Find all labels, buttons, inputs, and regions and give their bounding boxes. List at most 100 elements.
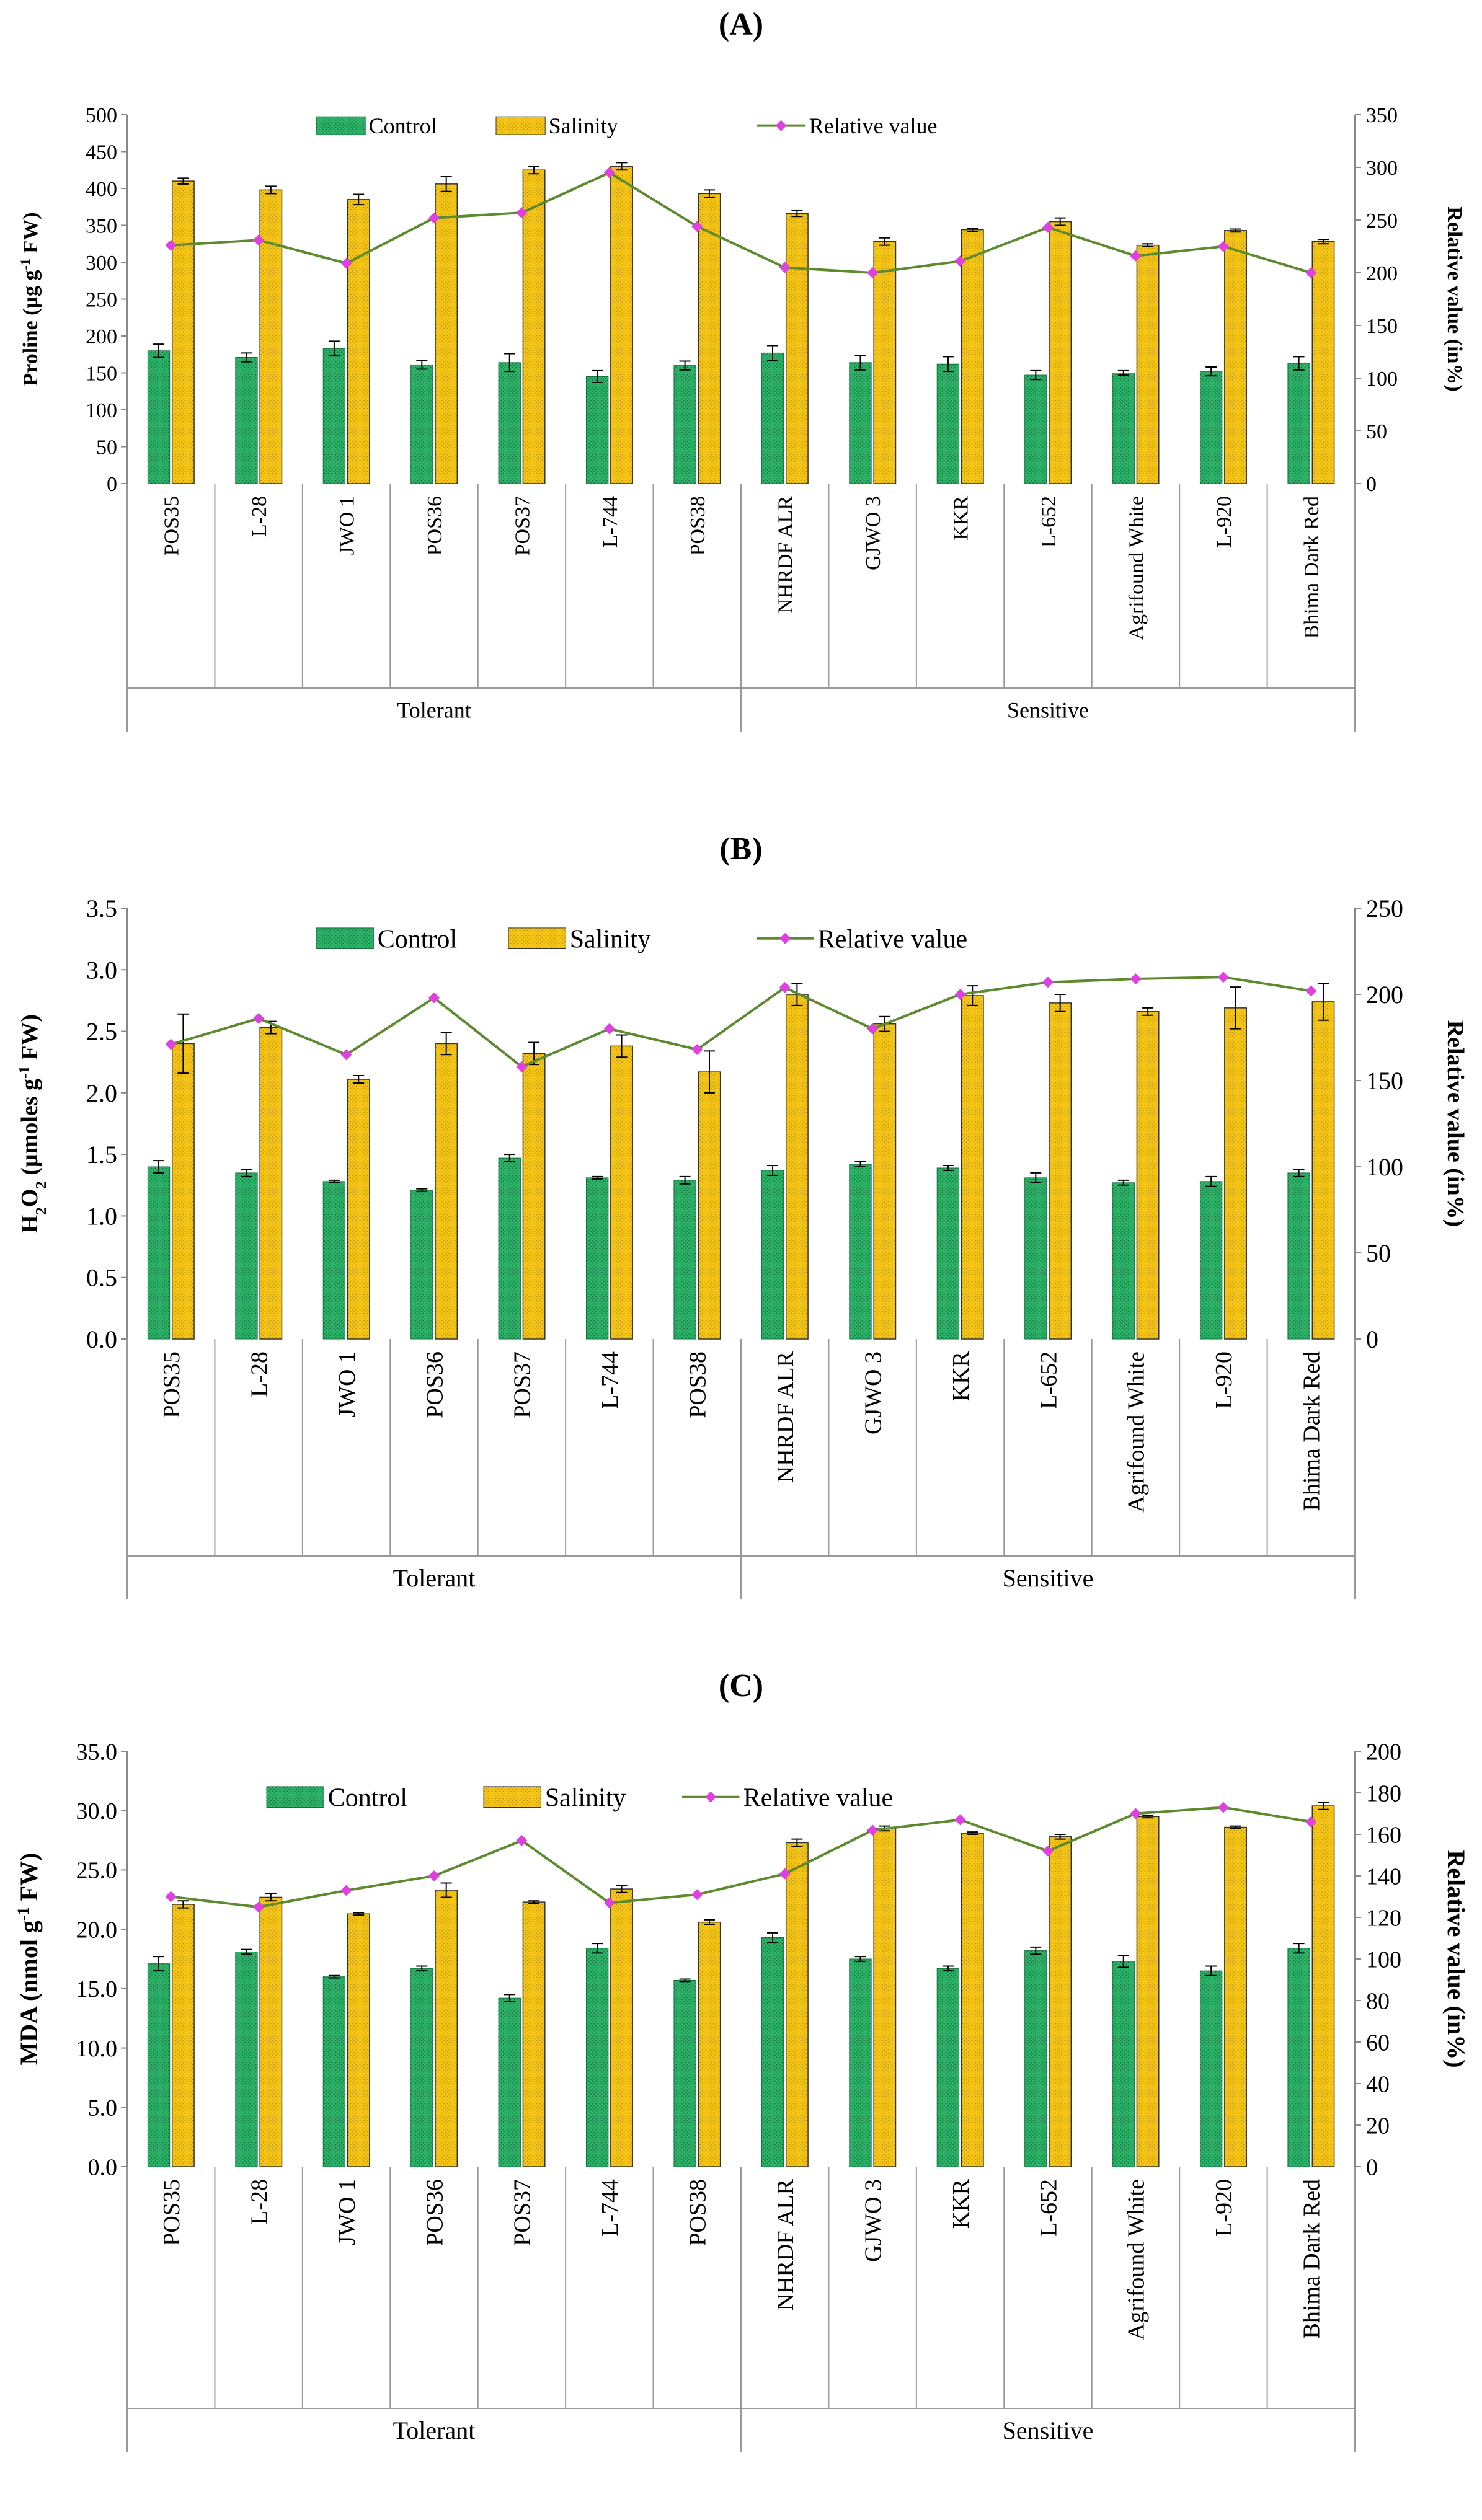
bar-control: [1287, 1948, 1310, 2167]
bar-control: [936, 1167, 960, 1340]
y2-tick-label: 300: [1366, 157, 1398, 180]
y-tick-label: 0.0: [86, 1325, 117, 1353]
relative-value-point: [1042, 221, 1054, 233]
y2-tick-label: 40: [1366, 2071, 1390, 2097]
relative-value-point: [779, 1868, 791, 1880]
bar-control: [936, 1968, 960, 2167]
bar-salinity: [347, 1913, 370, 2167]
group-label: Sensitive: [1007, 698, 1089, 723]
bar-salinity: [1311, 1001, 1335, 1340]
bar-control: [1112, 373, 1135, 484]
bar-control: [1024, 374, 1047, 484]
y-tick-label: 15.0: [76, 1976, 118, 2002]
bar-salinity: [522, 1901, 546, 2167]
category-label: L-28: [246, 2179, 272, 2225]
y-tick-label: 3.0: [86, 956, 117, 984]
y2-tick-label: 120: [1366, 1905, 1401, 1931]
category-label: POS36: [422, 2179, 448, 2246]
relative-value-point: [867, 1824, 879, 1836]
bar-salinity: [347, 1079, 370, 1340]
bar-salinity: [698, 193, 721, 484]
category-label: L-28: [248, 496, 271, 537]
relative-value-point: [428, 992, 440, 1004]
y-tick-label: 250: [86, 288, 117, 311]
relative-value-point: [1217, 1802, 1229, 1813]
bar-control: [498, 1157, 521, 1340]
relative-value-point: [340, 1049, 352, 1061]
bar-control: [147, 1166, 171, 1340]
y-tick-label: 2.0: [86, 1079, 117, 1107]
y-tick-label: 10.0: [76, 2036, 118, 2062]
y2-tick-label: 80: [1366, 1988, 1390, 2014]
y2-tick-label: 160: [1366, 1822, 1401, 1848]
category-label: POS36: [424, 496, 446, 555]
relative-value-point: [1305, 1816, 1317, 1828]
y-axis-title: H2O2 (µmoles g-1 FW): [16, 1014, 50, 1233]
bar-salinity: [1224, 1826, 1247, 2167]
category-label: L-652: [1036, 2179, 1062, 2237]
category-label: JWO 1: [335, 496, 358, 555]
bar-salinity: [610, 1888, 633, 2167]
y-tick-label: 30.0: [76, 1798, 118, 1824]
category-label: POS35: [159, 2179, 185, 2246]
category-label: POS38: [685, 2179, 711, 2246]
category-label: GJWO 3: [860, 2179, 886, 2262]
bar-salinity: [435, 1890, 458, 2167]
category-label: Bhima Dark Red: [1300, 496, 1323, 639]
category-label: POS36: [422, 1351, 448, 1418]
bar-salinity: [522, 169, 546, 484]
y2-tick-label: 50: [1366, 1239, 1391, 1267]
bar-salinity: [610, 1045, 633, 1340]
bar-salinity: [435, 1043, 458, 1340]
bar-salinity: [698, 1921, 721, 2167]
panel-c: (C) 0.0 5.0 10.0 15.0 20.0 25.0 30.0 35.0 0 20 40 6…: [0, 1668, 1482, 2520]
y-tick-label: 100: [86, 399, 117, 422]
group-label: Sensitive: [1003, 1564, 1094, 1592]
y-tick-label: 35.0: [76, 1739, 118, 1765]
legend-marker-relative: [779, 932, 791, 944]
relative-value-point: [516, 207, 528, 219]
category-label: Agrifound White: [1125, 496, 1148, 640]
bar-salinity: [1049, 1002, 1072, 1340]
relative-value-point: [867, 1023, 879, 1035]
category-label: GJWO 3: [862, 496, 885, 570]
relative-value-point: [1217, 971, 1229, 983]
y-tick-label: 1.5: [86, 1141, 117, 1169]
y2-tick-label: 100: [1366, 1153, 1403, 1181]
y2-tick-label: 0: [1366, 1325, 1378, 1353]
y-tick-label: 300: [86, 252, 117, 275]
y2-tick-label: 60: [1366, 2030, 1390, 2056]
y2-axis-title: Relative value (in%): [1443, 206, 1466, 391]
category-label: POS37: [511, 496, 534, 555]
panel-c-label: (C): [718, 1668, 764, 1704]
y-tick-label: 5.0: [88, 2095, 118, 2121]
legend-label-salinity: Salinity: [570, 925, 651, 953]
y2-tick-label: 0: [1366, 2154, 1378, 2180]
category-label: L-652: [1036, 1351, 1062, 1409]
bar-control: [849, 1958, 872, 2167]
bar-control: [673, 365, 696, 484]
relative-value-point: [516, 1835, 528, 1847]
relative-value-point: [1042, 1845, 1054, 1857]
bar-control: [147, 1963, 171, 2167]
relative-value-point: [428, 1870, 440, 1881]
relative-value-point: [428, 212, 440, 224]
bar-control: [410, 364, 433, 484]
chart-proline: 0 50 100 150 200 250 300 350 400 450 500 0 50 100 150 2…: [17, 104, 1466, 732]
category-label: POS35: [159, 1351, 185, 1418]
bar-control: [235, 357, 258, 484]
bar-salinity: [873, 1023, 897, 1340]
bar-salinity: [698, 1071, 721, 1340]
bar-salinity: [1136, 244, 1160, 484]
category-label: Agrifound White: [1124, 1351, 1150, 1513]
relative-value-point: [1305, 267, 1317, 278]
bar-control: [235, 1952, 258, 2167]
relative-value-point: [779, 981, 791, 993]
relative-value-point: [253, 234, 265, 246]
legend-swatch-salinity: [483, 1786, 541, 1808]
bar-control: [586, 376, 609, 484]
relative-value-point: [516, 1061, 528, 1072]
relative-value-point: [867, 267, 879, 278]
relative-value-point: [340, 1885, 352, 1896]
bar-control: [322, 348, 346, 484]
